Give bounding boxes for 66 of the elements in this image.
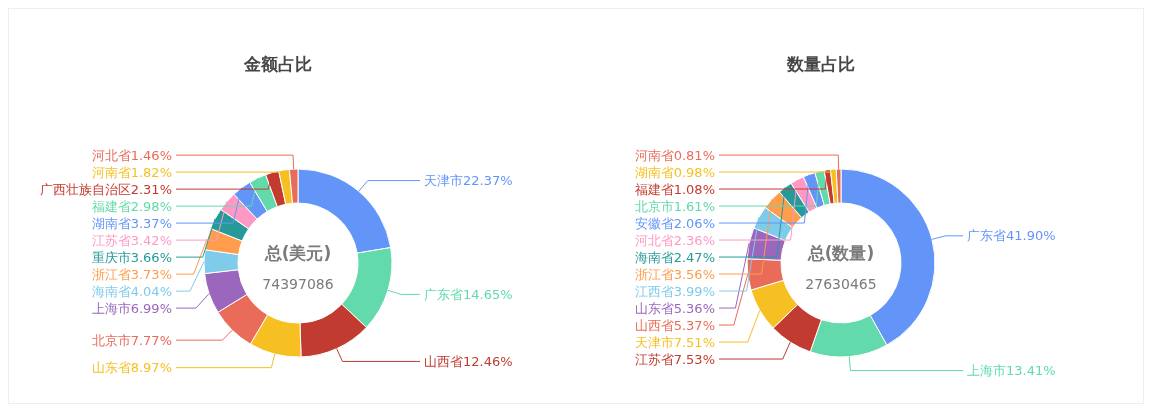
data-label: 2.36%: [673, 232, 715, 248]
data-label: 0.98%: [673, 164, 715, 180]
data-label: 41.90%: [1006, 228, 1056, 244]
slice-label: 福建省: [634, 181, 674, 197]
slice-label: 浙江省: [634, 266, 674, 282]
slice-label: 江苏省: [91, 232, 131, 248]
data-label: 1.61%: [673, 198, 715, 214]
data-label: 13.41%: [1006, 363, 1056, 379]
slice-label: 江西省: [634, 283, 674, 299]
slice-label: 北京市: [91, 332, 131, 348]
slice-label: 广西壮族自治区: [39, 181, 131, 197]
text: 74397086: [262, 276, 334, 292]
text: 27630465: [805, 276, 877, 292]
data-label: 2.06%: [673, 215, 715, 231]
slice-label: 安徽省: [634, 215, 674, 231]
slice-label: 海南省: [634, 249, 674, 265]
data-label: 12.46%: [463, 353, 513, 369]
slice-label: 天津市: [424, 173, 463, 189]
slice-label: 河北省: [91, 147, 131, 163]
data-label: 5.37%: [673, 317, 715, 333]
data-label: 3.99%: [673, 283, 715, 299]
slice-label: 广东省: [424, 286, 463, 302]
chart-title: 金额占比: [243, 54, 312, 74]
data-label: 1.46%: [130, 147, 172, 163]
slice-label: 天津市: [634, 334, 674, 350]
data-label: 2.47%: [673, 249, 715, 265]
data-label: 7.77%: [130, 332, 172, 348]
data-label: 3.56%: [673, 266, 715, 282]
slice-label: 山西省: [634, 317, 674, 333]
data-label: 22.37%: [463, 173, 513, 189]
slice-label: 河北省: [634, 232, 674, 248]
data-label: 8.97%: [130, 360, 172, 376]
slice-label: 广东省: [967, 228, 1006, 244]
slice-label: 山东省: [91, 360, 131, 376]
slice-label: 福建省: [91, 198, 131, 214]
slice-label: 上海市: [91, 300, 131, 316]
data-label: 3.66%: [130, 249, 172, 265]
data-label: 5.36%: [673, 300, 715, 316]
slice-label: 湖南省: [634, 164, 674, 180]
text: 总(数量): [806, 243, 875, 263]
data-label: 3.73%: [130, 266, 172, 282]
slice-label: 重庆市: [91, 249, 131, 265]
data-label: 7.53%: [673, 351, 715, 367]
data-label: 3.42%: [130, 232, 172, 248]
slice-label: 海南省: [91, 283, 131, 299]
data-label: 7.51%: [673, 334, 715, 350]
data-label: 3.37%: [130, 215, 172, 231]
slice-label: 山西省: [424, 353, 463, 369]
slice-label: 河南省: [634, 147, 674, 163]
slice-label: 河南省: [91, 164, 131, 180]
slice-label: 江苏省: [634, 351, 674, 367]
data-label: 14.65%: [463, 286, 513, 302]
data-label: 4.04%: [130, 283, 172, 299]
slice-label: 山东省: [634, 300, 674, 316]
text: 总(美元): [263, 243, 332, 263]
slice-label: 上海市: [967, 363, 1006, 379]
slice-label: 北京市: [634, 198, 674, 214]
data-label: 1.08%: [673, 181, 715, 197]
chart-title: 数量占比: [786, 54, 855, 74]
data-label: 2.98%: [130, 198, 172, 214]
data-label: 1.82%: [130, 164, 172, 180]
slice-label: 浙江省: [91, 266, 131, 282]
slice-label: 湖南省: [91, 215, 131, 231]
data-label: 0.81%: [673, 147, 715, 163]
data-label: 6.99%: [130, 300, 172, 316]
data-label: 2.31%: [130, 181, 172, 197]
